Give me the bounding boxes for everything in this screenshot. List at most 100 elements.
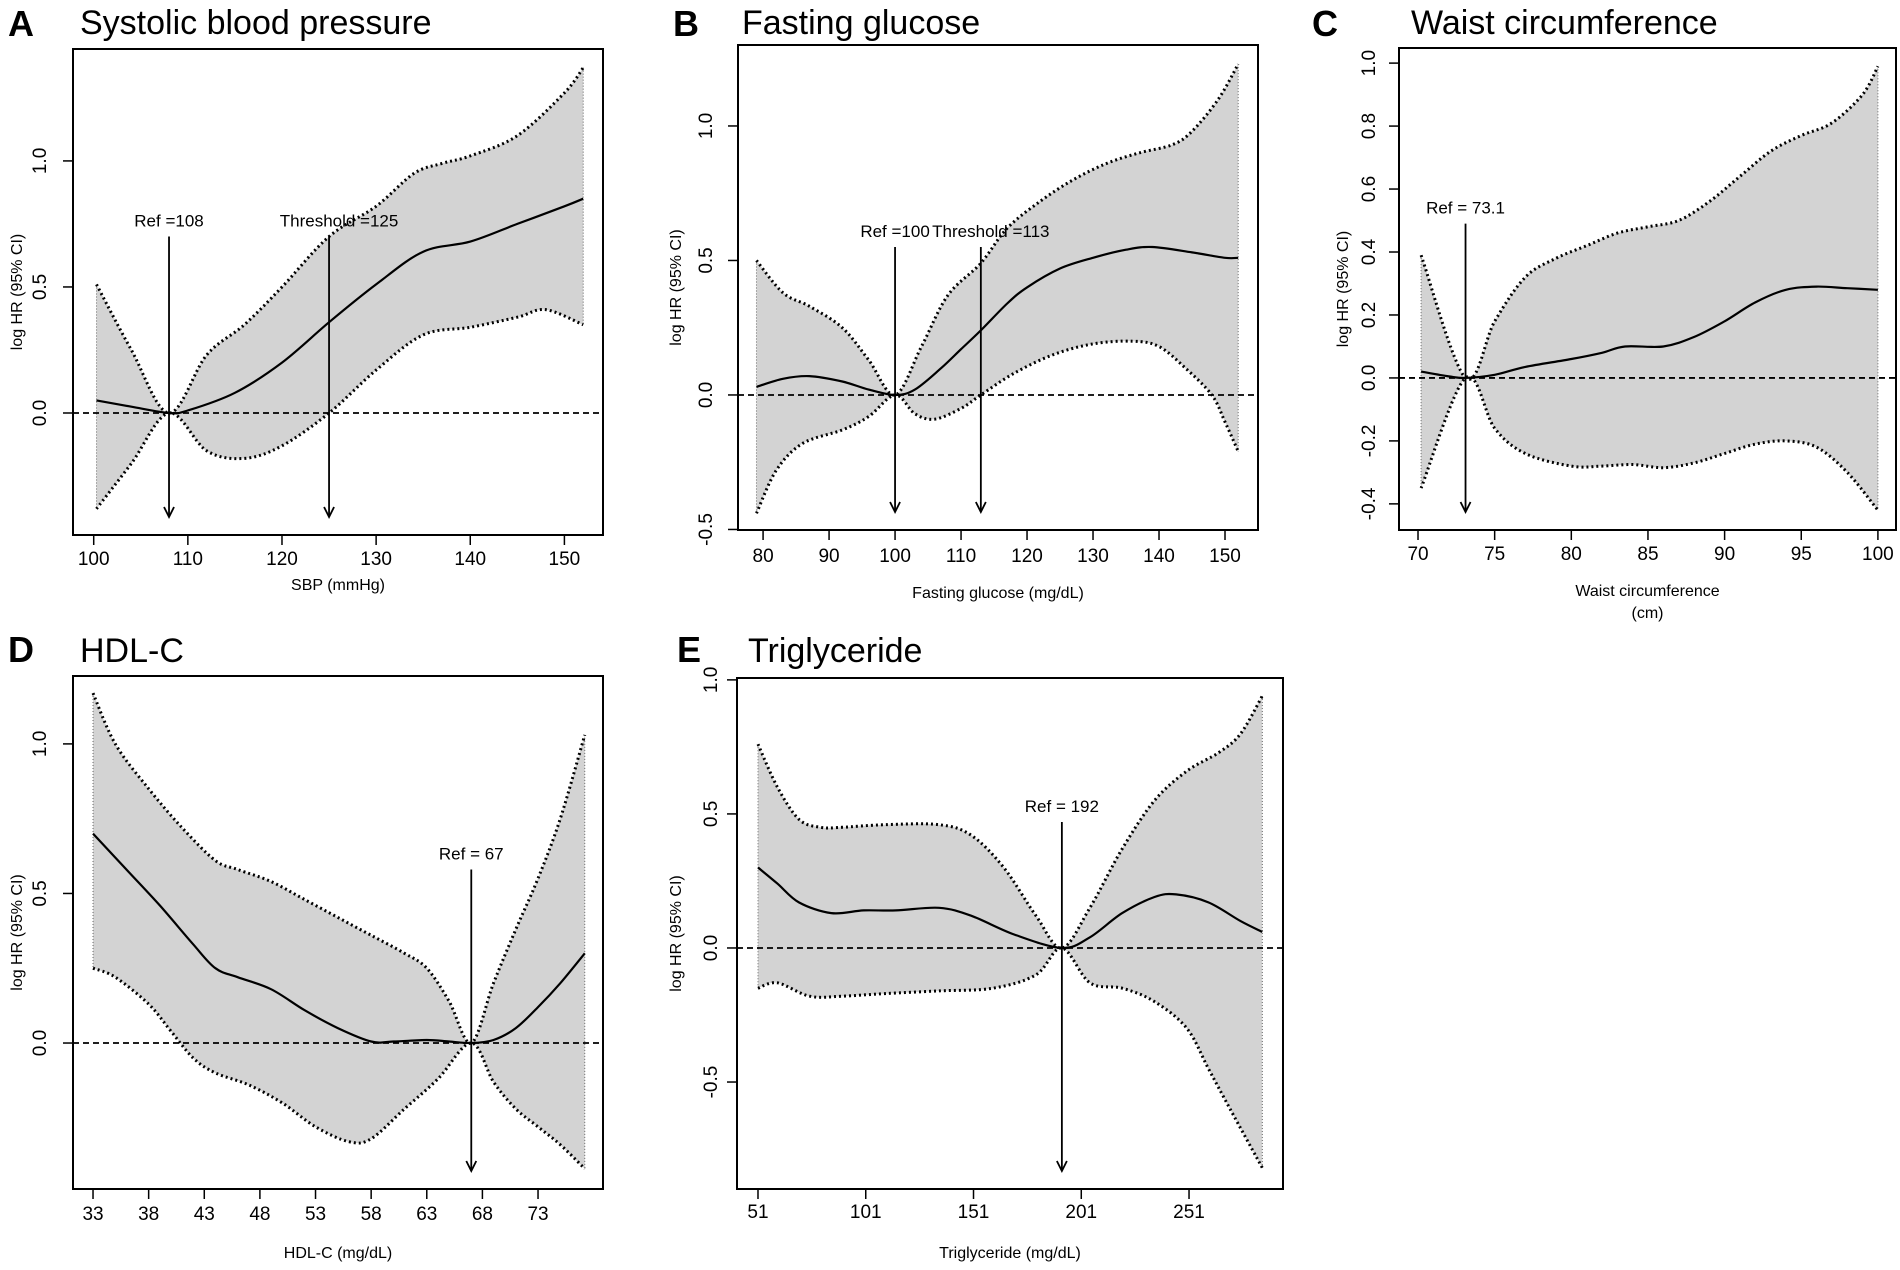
ci-band <box>96 67 584 509</box>
y-tick-label: 0.0 <box>30 1030 51 1056</box>
y-tick-label: 0.5 <box>701 801 722 827</box>
y-tick-label: -0.2 <box>1359 425 1380 458</box>
y-tick-label: 0.8 <box>1359 113 1380 139</box>
x-tick-label: 140 <box>454 549 486 570</box>
x-tick-label: 100 <box>78 549 110 570</box>
x-tick-label: 130 <box>360 549 392 570</box>
x-axis-label: SBP (mmHg) <box>291 577 385 594</box>
hazard-ratio-curve <box>92 832 586 1045</box>
arrow-head-icon <box>1459 501 1472 515</box>
panel-d: D HDL-C Ref = 67 33 38 43 48 53 58 63 68 73 0.0 0.5 1.… <box>8 629 604 1262</box>
x-tick-label: 100 <box>879 546 911 567</box>
plot-frame <box>737 44 1259 531</box>
x-tick-label: 85 <box>1637 544 1658 565</box>
x-tick-label: 151 <box>958 1202 990 1223</box>
y-tick-label: 1.0 <box>30 148 51 174</box>
arrow-head-icon <box>465 1160 478 1174</box>
ci-band <box>756 64 1239 514</box>
x-axis-label: (cm) <box>1632 605 1664 622</box>
arrow-head-icon <box>1056 1160 1068 1174</box>
x-tick-label: 80 <box>753 546 774 567</box>
panel-e: E Triglyceride Ref = 192 51 101 151 201 251 -0.5… <box>668 629 1284 1262</box>
upper-ci-line <box>756 695 1264 950</box>
ci-band <box>93 693 585 1169</box>
x-axis-label: Triglyceride (mg/dL) <box>939 1245 1081 1262</box>
y-tick-label: 0.5 <box>30 880 51 906</box>
panel-letter: D <box>8 629 34 670</box>
upper-ci-line <box>755 63 1240 397</box>
x-tick-label: 75 <box>1484 544 1505 565</box>
plot-frame <box>736 677 1284 1190</box>
y-tick-label: 0.4 <box>1359 238 1380 265</box>
x-tick-label: 38 <box>138 1204 159 1225</box>
y-tick-label: 0.0 <box>30 400 51 426</box>
x-tick-label: 120 <box>266 549 298 570</box>
marker-label: Ref =108 <box>134 212 203 231</box>
y-tick-label: -0.4 <box>1359 487 1380 520</box>
y-axis-label: log HR (95% CI) <box>1335 231 1352 347</box>
x-tick-label: 110 <box>173 549 203 570</box>
x-tick-label: 130 <box>1077 546 1109 567</box>
x-axis-label: Waist circumference <box>1575 583 1719 600</box>
y-tick-label: 0.0 <box>701 935 722 961</box>
lower-ci-line <box>92 966 586 1170</box>
plot-frame <box>72 675 604 1190</box>
x-tick-label: 95 <box>1791 544 1812 565</box>
ci-band <box>1421 66 1878 511</box>
panel-title: HDL-C <box>80 632 184 670</box>
panel-c: C Waist circumference Ref = 73.1 70 75 80 85 90… <box>1312 3 1897 622</box>
x-tick-label: 101 <box>850 1202 882 1223</box>
x-tick-label: 100 <box>1862 544 1894 565</box>
y-tick-label: -0.5 <box>701 1066 722 1099</box>
hazard-ratio-curve <box>757 866 1263 950</box>
y-tick-label: 0.6 <box>1359 176 1380 202</box>
arrow-head-icon <box>889 501 901 515</box>
panel-title: Systolic blood pressure <box>80 4 432 42</box>
y-tick-label: 1.0 <box>30 731 51 757</box>
y-tick-label: -0.5 <box>696 513 717 546</box>
y-tick-label: 0.2 <box>1359 302 1380 328</box>
panel-letter: B <box>673 3 699 44</box>
x-tick-label: 90 <box>818 546 839 567</box>
x-tick-label: 140 <box>1143 546 1175 567</box>
panel-letter: A <box>8 3 34 44</box>
panel-b: B Fasting glucose Ref =100 Threshold =113 80… <box>668 3 1259 602</box>
x-tick-label: 53 <box>305 1204 326 1225</box>
upper-ci-line <box>95 66 585 415</box>
lower-ci-line <box>757 946 1264 1169</box>
panel-letter: E <box>677 629 701 670</box>
y-axis-label: log HR (95% CI) <box>9 234 26 350</box>
x-tick-label: 201 <box>1065 1202 1097 1223</box>
marker-label: Threshold =113 <box>932 222 1049 241</box>
y-tick-label: 1.0 <box>696 113 717 139</box>
marker-label: Ref =100 <box>860 222 929 241</box>
x-tick-label: 63 <box>416 1204 437 1225</box>
y-tick-label: 0.5 <box>696 247 717 273</box>
x-tick-label: 80 <box>1561 544 1582 565</box>
panel-title: Fasting glucose <box>742 4 980 42</box>
x-axis-label: HDL-C (mg/dL) <box>284 1245 392 1262</box>
x-tick-label: 58 <box>361 1204 382 1225</box>
y-axis-label: log HR (95% CI) <box>668 875 685 991</box>
marker-label: Threshold =125 <box>280 212 399 231</box>
x-axis-label: Fasting glucose (mg/dL) <box>912 585 1084 602</box>
y-axis-label: log HR (95% CI) <box>9 874 26 990</box>
panel-letter: C <box>1312 3 1338 44</box>
upper-ci-line <box>91 692 587 1045</box>
lower-ci-line <box>1419 375 1880 512</box>
marker-label: Ref = 192 <box>1025 797 1099 816</box>
y-tick-label: 0.0 <box>696 382 717 408</box>
arrow-head-icon <box>323 506 335 520</box>
x-tick-label: 68 <box>472 1204 493 1225</box>
marker-label: Ref = 67 <box>439 845 504 864</box>
y-tick-label: 0.5 <box>30 274 51 300</box>
y-tick-label: 0.0 <box>1359 365 1380 391</box>
x-tick-label: 48 <box>249 1204 270 1225</box>
x-tick-label: 43 <box>194 1204 215 1225</box>
x-tick-label: 251 <box>1173 1202 1205 1223</box>
x-tick-label: 73 <box>527 1204 548 1225</box>
panel-a: A Systolic blood pressure Ref =108 Threshol… <box>8 3 604 594</box>
y-tick-label: 1.0 <box>1359 50 1380 76</box>
x-tick-label: 33 <box>82 1204 103 1225</box>
